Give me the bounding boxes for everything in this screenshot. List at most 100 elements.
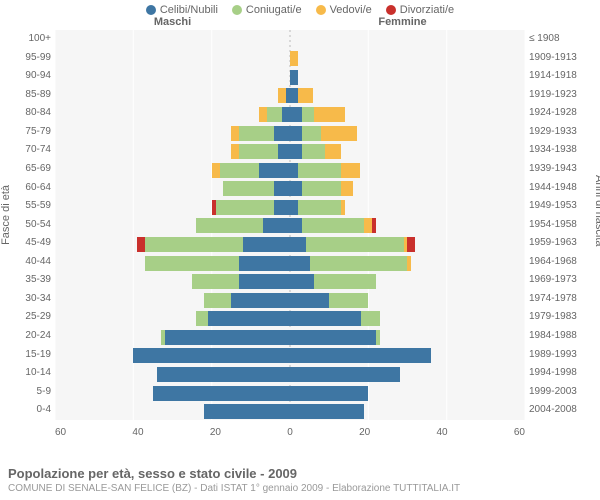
bar-segment bbox=[407, 237, 415, 252]
y-label-born: 1959-1963 bbox=[529, 234, 597, 253]
male-bars bbox=[196, 311, 290, 326]
header-male: Maschi bbox=[60, 16, 285, 28]
y-label-born: 2004-2008 bbox=[529, 401, 597, 420]
y-label-age: 85-89 bbox=[3, 86, 51, 105]
male-bars bbox=[192, 274, 290, 289]
bar-segment bbox=[231, 293, 290, 308]
bar-segment bbox=[302, 218, 365, 233]
male-bars bbox=[259, 107, 290, 122]
y-label-age: 35-39 bbox=[3, 271, 51, 290]
bar-segment bbox=[263, 218, 290, 233]
female-bars bbox=[290, 200, 345, 215]
bar-segment bbox=[290, 348, 431, 363]
chart-area: Fasce di età Anni di nascita 100+95-9990… bbox=[55, 30, 525, 420]
legend: Celibi/NubiliConiugati/eVedovi/eDivorzia… bbox=[0, 0, 600, 16]
bar-segment bbox=[314, 274, 377, 289]
y-label-age: 65-69 bbox=[3, 160, 51, 179]
y-label-born: 1979-1983 bbox=[529, 308, 597, 327]
bar-segment bbox=[290, 218, 302, 233]
bar-segment bbox=[407, 256, 411, 271]
male-bars bbox=[231, 126, 290, 141]
bar-segment bbox=[290, 51, 298, 66]
legend-item: Coniugati/e bbox=[232, 4, 302, 16]
male-bars bbox=[161, 330, 290, 345]
male-bars bbox=[196, 218, 290, 233]
bar-segment bbox=[204, 404, 290, 419]
bar-row bbox=[55, 106, 525, 123]
female-bars bbox=[290, 181, 353, 196]
male-bars bbox=[133, 348, 290, 363]
female-bars bbox=[290, 274, 376, 289]
y-label-age: 95-99 bbox=[3, 49, 51, 68]
bar-segment bbox=[290, 311, 361, 326]
male-bars bbox=[153, 386, 290, 401]
bar-row bbox=[55, 50, 525, 67]
bar-segment bbox=[329, 293, 368, 308]
y-label-born: 1954-1958 bbox=[529, 216, 597, 235]
bar-segment bbox=[361, 311, 381, 326]
bar-segment bbox=[192, 274, 239, 289]
male-bars bbox=[145, 256, 290, 271]
legend-swatch bbox=[232, 5, 242, 15]
y-label-born: 1944-1948 bbox=[529, 179, 597, 198]
bar-segment bbox=[231, 144, 239, 159]
bar-segment bbox=[302, 126, 322, 141]
bar-segment bbox=[290, 200, 298, 215]
bar-row bbox=[55, 255, 525, 272]
bar-segment bbox=[376, 330, 380, 345]
bar-segment bbox=[372, 218, 376, 233]
bar-segment bbox=[231, 126, 239, 141]
bar-segment bbox=[267, 107, 283, 122]
female-bars bbox=[290, 293, 368, 308]
y-label-born: 1939-1943 bbox=[529, 160, 597, 179]
bar-row bbox=[55, 329, 525, 346]
bar-segment bbox=[145, 237, 243, 252]
bar-segment bbox=[282, 107, 290, 122]
x-tick: 20 bbox=[210, 427, 221, 438]
y-label-born: 1989-1993 bbox=[529, 346, 597, 365]
y-label-age: 40-44 bbox=[3, 253, 51, 272]
bar-segment bbox=[341, 200, 345, 215]
legend-item: Divorziati/e bbox=[386, 4, 454, 16]
footer: Popolazione per età, sesso e stato civil… bbox=[8, 466, 592, 494]
bar-segment bbox=[325, 144, 341, 159]
bar-segment bbox=[259, 107, 267, 122]
female-bars bbox=[290, 163, 360, 178]
bar-segment bbox=[302, 107, 314, 122]
bar-row bbox=[55, 32, 525, 49]
female-bars bbox=[290, 367, 400, 382]
bar-segment bbox=[204, 293, 231, 308]
y-label-born: 1969-1973 bbox=[529, 271, 597, 290]
bar-segment bbox=[239, 274, 290, 289]
bar-row bbox=[55, 143, 525, 160]
x-tick: 40 bbox=[132, 427, 143, 438]
x-tick: 20 bbox=[359, 427, 370, 438]
bar-segment bbox=[290, 330, 376, 345]
bar-segment bbox=[278, 144, 290, 159]
y-label-age: 55-59 bbox=[3, 197, 51, 216]
y-label-age: 0-4 bbox=[3, 401, 51, 420]
bar-segment bbox=[302, 181, 341, 196]
female-bars bbox=[290, 88, 313, 103]
y-label-age: 60-64 bbox=[3, 179, 51, 198]
legend-swatch bbox=[146, 5, 156, 15]
y-label-born: 1914-1918 bbox=[529, 67, 597, 86]
bar-segment bbox=[298, 200, 341, 215]
bar-row bbox=[55, 69, 525, 86]
bar-row bbox=[55, 366, 525, 383]
bar-segment bbox=[239, 256, 290, 271]
bar-segment bbox=[220, 163, 259, 178]
bar-segment bbox=[290, 70, 298, 85]
y-label-born: 1919-1923 bbox=[529, 86, 597, 105]
bar-segment bbox=[133, 348, 290, 363]
male-bars bbox=[212, 200, 290, 215]
male-bars bbox=[204, 293, 290, 308]
y-label-age: 15-19 bbox=[3, 346, 51, 365]
header-female: Femmine bbox=[285, 16, 520, 28]
bar-row bbox=[55, 273, 525, 290]
legend-swatch bbox=[386, 5, 396, 15]
bar-segment bbox=[157, 367, 290, 382]
bar-segment bbox=[196, 311, 208, 326]
female-bars bbox=[290, 256, 411, 271]
bar-segment bbox=[145, 256, 239, 271]
